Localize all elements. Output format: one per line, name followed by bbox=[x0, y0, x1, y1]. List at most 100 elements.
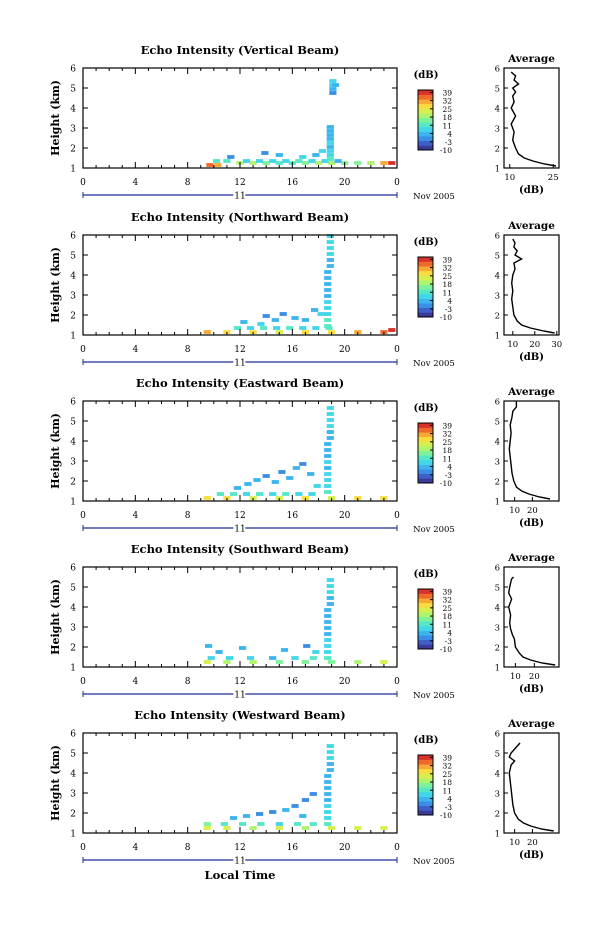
colorbar-swatch bbox=[418, 801, 433, 807]
echo-cell bbox=[324, 448, 332, 452]
echo-cell bbox=[324, 650, 332, 654]
echo-cell bbox=[249, 660, 257, 664]
y-tick-label: 4 bbox=[70, 272, 76, 282]
colorbar-swatch bbox=[418, 140, 433, 146]
echo-cell bbox=[227, 155, 235, 159]
echo-cell bbox=[229, 816, 238, 820]
echo-cell bbox=[294, 822, 302, 826]
profile-y-tick-label: 5 bbox=[495, 750, 500, 760]
echo-cell bbox=[207, 656, 215, 660]
colorbar-swatch bbox=[418, 307, 433, 313]
x-tick-label: 8 bbox=[185, 511, 191, 521]
colorbar-swatch bbox=[418, 261, 433, 267]
colorbar-swatch bbox=[418, 122, 433, 128]
echo-cell bbox=[324, 620, 332, 624]
echo-cell bbox=[329, 87, 337, 91]
colorbar-swatch bbox=[418, 621, 433, 627]
echo-cell bbox=[269, 810, 277, 814]
echo-cell bbox=[326, 252, 334, 256]
colorbar-swatch bbox=[418, 455, 433, 461]
colorbar-swatch bbox=[418, 94, 433, 100]
echo-cell bbox=[326, 125, 334, 129]
colorbar-swatch bbox=[418, 755, 433, 760]
echo-cell bbox=[229, 492, 238, 496]
echo-cell bbox=[326, 153, 334, 157]
colorbar-tick-label: 39 bbox=[442, 587, 452, 596]
echo-cell bbox=[215, 650, 223, 654]
profile-y-tick-label: 5 bbox=[495, 584, 500, 594]
echo-cell bbox=[246, 656, 255, 660]
colorbar-tick-label: 39 bbox=[442, 88, 452, 97]
profile-xlabel: (dB) bbox=[519, 850, 544, 861]
echo-cell bbox=[324, 608, 332, 612]
colorbar-frame bbox=[417, 754, 434, 816]
echo-cell bbox=[282, 808, 290, 812]
x-tick-label: 16 bbox=[287, 345, 299, 355]
echo-cell bbox=[223, 159, 231, 163]
colorbar-swatch bbox=[418, 768, 433, 774]
colorbar-swatch bbox=[418, 764, 433, 770]
colorbar-swatch bbox=[418, 630, 433, 636]
x-tick-label: 16 bbox=[287, 178, 299, 188]
y-tick-label: 1 bbox=[70, 332, 76, 342]
colorbar-tick-label: 32 bbox=[442, 264, 452, 273]
colorbar-swatch bbox=[418, 131, 433, 137]
echo-cell bbox=[329, 79, 337, 83]
y-tick-label: 6 bbox=[70, 564, 76, 574]
x-tick-label: 0 bbox=[394, 843, 400, 853]
x-tick-label: 20 bbox=[339, 345, 351, 355]
colorbar-tick-label: 25 bbox=[442, 105, 452, 114]
colorbar-tick-label: -10 bbox=[440, 313, 452, 322]
echo-cell bbox=[303, 644, 311, 648]
colorbar-swatch bbox=[418, 773, 433, 779]
echo-cell bbox=[331, 83, 340, 87]
colorbar-tick-label: -3 bbox=[445, 803, 453, 812]
colorbar-tick-label: 18 bbox=[442, 113, 452, 122]
echo-cell bbox=[233, 486, 241, 490]
colorbar-tick-label: 18 bbox=[442, 612, 452, 621]
colorbar-tick-label: 18 bbox=[442, 778, 452, 787]
colorbar-tick-label: -3 bbox=[445, 471, 453, 480]
x-tick-label: 8 bbox=[185, 178, 191, 188]
colorbar-swatch bbox=[418, 759, 433, 765]
colorbar-swatch bbox=[418, 284, 433, 290]
y-axis-label: Height (km) bbox=[49, 745, 62, 821]
echo-cell bbox=[326, 602, 334, 606]
echo-cell bbox=[225, 656, 234, 660]
echo-cell bbox=[326, 744, 334, 748]
colorbar-tick-label: 18 bbox=[442, 280, 452, 289]
echo-cell bbox=[249, 161, 257, 165]
colorbar-swatch bbox=[418, 778, 433, 783]
echo-cell bbox=[273, 326, 281, 330]
colorbar-tick-label: -10 bbox=[440, 811, 452, 820]
echo-cell bbox=[324, 312, 332, 316]
echo-cell bbox=[354, 161, 362, 165]
y-tick-label: 5 bbox=[70, 418, 76, 428]
echo-cell bbox=[367, 161, 375, 165]
echo-cell bbox=[324, 804, 332, 808]
plot-frame bbox=[82, 400, 398, 502]
echo-cell bbox=[326, 141, 334, 145]
echo-cell bbox=[275, 660, 283, 664]
echo-cell bbox=[286, 326, 294, 330]
echo-cell bbox=[249, 826, 257, 830]
profile-y-tick-label: 2 bbox=[495, 312, 500, 322]
colorbar-tick-label: -3 bbox=[445, 305, 453, 314]
profile-y-tick-label: 4 bbox=[495, 272, 500, 282]
y-tick-label: 5 bbox=[70, 750, 76, 760]
x-tick-label: 0 bbox=[80, 843, 86, 853]
colorbar-frame bbox=[417, 89, 434, 151]
profile-y-tick-label: 1 bbox=[495, 664, 500, 674]
echo-cell bbox=[261, 151, 269, 155]
colorbar-tick-label: 4 bbox=[447, 795, 452, 804]
colorbar-frame bbox=[417, 588, 434, 650]
profile-x-tick-label: 20 bbox=[529, 340, 540, 350]
echo-cell bbox=[326, 768, 334, 772]
x-tick-label: 0 bbox=[394, 511, 400, 521]
echo-cell bbox=[295, 159, 303, 163]
echo-cell bbox=[282, 492, 290, 496]
panel-title: Echo Intensity (Southward Beam) bbox=[131, 542, 349, 556]
echo-cell bbox=[291, 316, 299, 320]
average-profile-line bbox=[510, 71, 557, 167]
